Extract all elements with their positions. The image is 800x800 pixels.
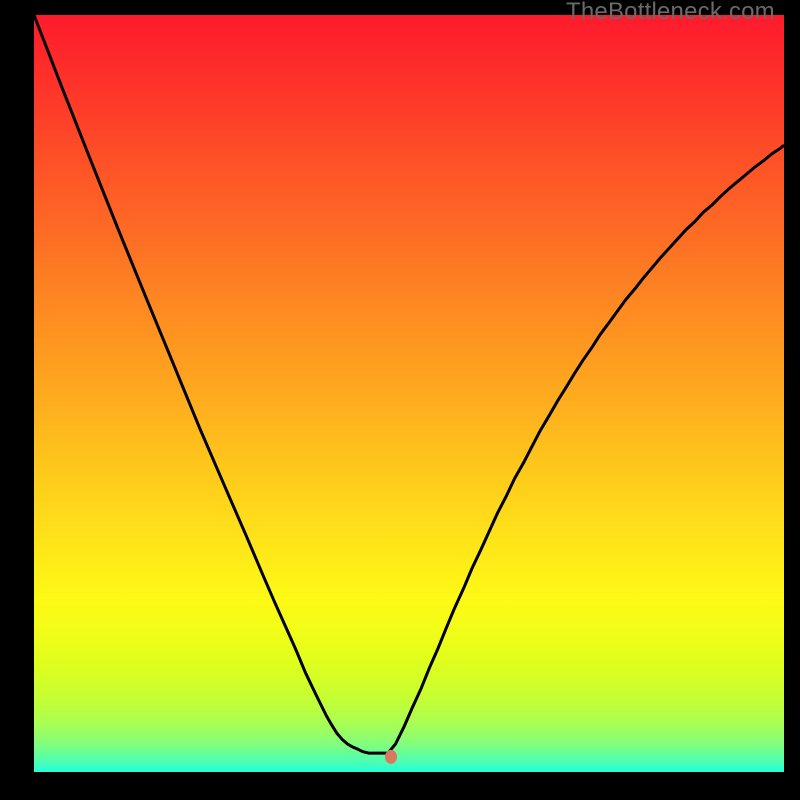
watermark-text: TheBottleneck.com — [566, 0, 775, 26]
gradient-background — [34, 15, 784, 772]
optimal-marker — [385, 750, 397, 764]
bottleneck-chart — [34, 15, 784, 772]
